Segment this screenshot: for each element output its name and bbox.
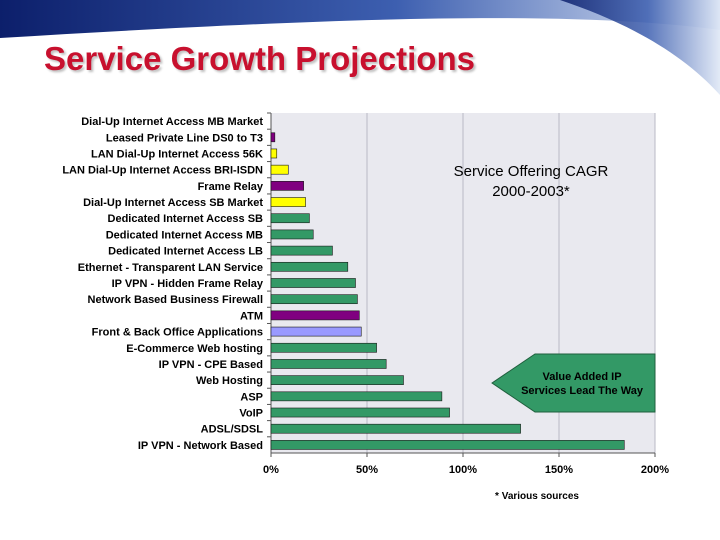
bar <box>270 164 289 175</box>
bar <box>270 423 521 434</box>
chart-title: Service Offering CAGR <box>454 163 609 180</box>
category-label: VoIP <box>239 408 263 420</box>
category-label: ADSL/SDSL <box>201 424 264 436</box>
category-label: Dedicated Internet Access SB <box>108 213 264 225</box>
category-label: Dedicated Internet Access MB <box>106 229 263 241</box>
category-label: LAN Dial-Up Internet Access 56K <box>91 148 263 160</box>
category-label: Dial-Up Internet Access SB Market <box>83 197 263 209</box>
chart-title: 2000-2003* <box>492 183 570 200</box>
header-band <box>0 0 720 110</box>
slide-title: Service Growth Projections <box>44 40 475 77</box>
bar <box>270 148 278 159</box>
callout-arrow <box>491 353 656 413</box>
bar <box>270 245 333 256</box>
bar <box>270 294 358 305</box>
category-label: E-Commerce Web hosting <box>126 343 263 355</box>
bar <box>270 375 404 385</box>
bar <box>270 278 356 288</box>
bar <box>270 213 310 224</box>
bar <box>270 407 450 418</box>
category-label: Network Based Business Firewall <box>88 294 263 306</box>
x-tick-label: 150% <box>545 464 573 476</box>
bar <box>270 261 349 272</box>
category-label: Web Hosting <box>196 375 263 387</box>
category-label: Leased Private Line DS0 to T3 <box>106 132 263 144</box>
category-label: LAN Dial-Up Internet Access BRI-ISDN <box>62 165 263 177</box>
bar <box>270 310 360 321</box>
category-label: Dedicated Internet Access LB <box>108 246 263 258</box>
x-tick-label: 200% <box>641 464 669 476</box>
bar <box>270 229 314 240</box>
footnote: * Various sources <box>495 491 579 502</box>
bar <box>270 132 276 143</box>
category-label: ATM <box>240 310 263 322</box>
x-tick-label: 0% <box>263 464 279 476</box>
x-tick-label: 50% <box>356 464 378 476</box>
header-swoosh <box>0 0 720 95</box>
bar <box>270 391 443 402</box>
bar <box>270 181 304 191</box>
category-label: Frame Relay <box>198 181 264 193</box>
category-label: ASP <box>240 391 263 403</box>
bar <box>270 197 306 207</box>
bar <box>270 342 377 353</box>
category-label: IP VPN - CPE Based <box>159 359 263 371</box>
bar <box>270 440 625 450</box>
category-label: IP VPN - Network Based <box>138 440 263 452</box>
category-label: Front & Back Office Applications <box>92 327 263 339</box>
category-label: Dial-Up Internet Access MB Market <box>81 116 263 128</box>
x-tick-label: 100% <box>449 464 477 476</box>
callout-text: Value Added IP <box>542 371 621 383</box>
category-label: Ethernet - Transparent LAN Service <box>78 262 263 274</box>
bar <box>270 359 387 369</box>
callout-text: Services Lead The Way <box>521 385 644 397</box>
bar <box>270 326 362 337</box>
category-label: IP VPN - Hidden Frame Relay <box>112 278 264 290</box>
